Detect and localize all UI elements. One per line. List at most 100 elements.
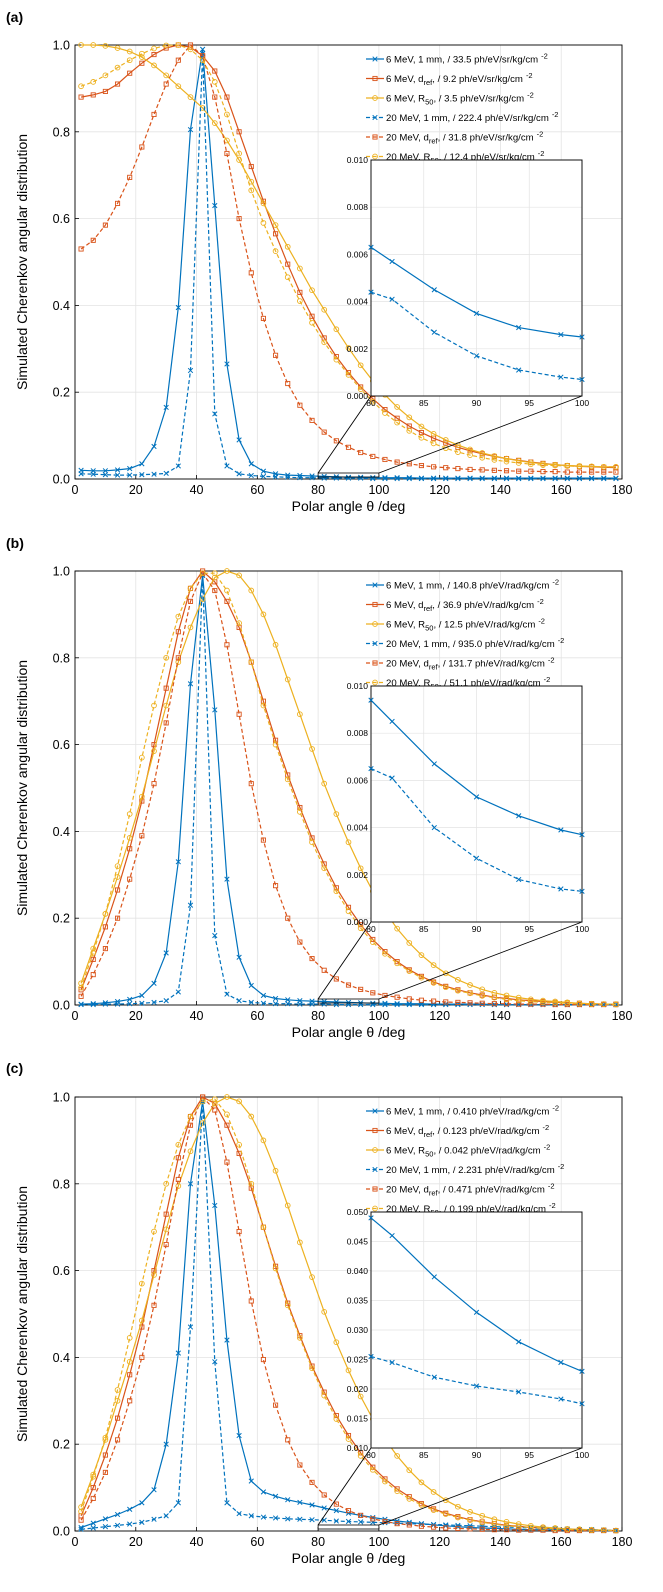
data-point-20mev-r50 xyxy=(613,463,619,470)
data-point-20mev-r50 xyxy=(467,990,473,997)
data-point-6mev-r50 xyxy=(333,1339,340,1346)
data-point-20mev-r50 xyxy=(151,45,157,52)
data-point-20mev-dref xyxy=(224,1159,230,1165)
x-tick-label: 180 xyxy=(612,483,633,497)
data-point-6mev-dref xyxy=(406,1494,412,1500)
panel-label: (c) xyxy=(6,1060,23,1076)
legend-marker-6mev-1mm xyxy=(372,582,378,588)
data-point-6mev-r50 xyxy=(139,1317,145,1324)
legend-text: 20 MeV, R xyxy=(386,678,431,689)
legend-superscript: -2 xyxy=(541,52,548,61)
zoom-region-box xyxy=(317,998,380,1004)
data-point-6mev-1mm xyxy=(127,465,133,472)
data-point-6mev-dref xyxy=(285,1300,291,1306)
y-tick-label: 0.8 xyxy=(53,1177,70,1191)
data-point-20mev-r50 xyxy=(527,998,534,1005)
data-point-20mev-1mm xyxy=(321,475,327,481)
x-tick-label: 40 xyxy=(190,483,204,497)
data-point-20mev-dref xyxy=(333,1501,339,1507)
data-point-20mev-dref xyxy=(151,781,157,787)
data-point-20mev-1mm xyxy=(175,463,181,469)
inset-y-tick-label: 0.010 xyxy=(347,155,369,165)
data-point-20mev-dref xyxy=(114,1437,121,1443)
data-point-20mev-dref xyxy=(175,1176,181,1183)
inset-y-tick-label: 0.006 xyxy=(347,775,369,785)
data-point-20mev-1mm xyxy=(333,475,339,481)
zoom-connector-line xyxy=(378,1447,583,1526)
data-point-20mev-r50 xyxy=(455,987,461,994)
data-point-20mev-dref xyxy=(431,998,437,1004)
inset-x-tick-label: 90 xyxy=(472,398,482,408)
inset-data-point xyxy=(558,1359,564,1366)
data-point-20mev-r50 xyxy=(272,248,279,255)
data-point-20mev-1mm xyxy=(175,1500,181,1506)
x-tick-label: 160 xyxy=(551,1009,572,1023)
data-point-6mev-dref xyxy=(175,629,181,635)
data-point-6mev-r50 xyxy=(394,404,400,410)
data-point-6mev-dref xyxy=(127,846,133,852)
data-point-6mev-1mm xyxy=(285,472,291,478)
data-point-6mev-dref xyxy=(212,68,218,74)
y-tick-label: 1.0 xyxy=(53,565,70,579)
data-point-20mev-dref xyxy=(455,999,461,1005)
data-point-20mev-r50 xyxy=(418,1502,425,1508)
legend-text: , / 0.471 ph/eV/rad/kg/cm xyxy=(438,1185,545,1196)
legend-text: 20 MeV, 1 mm, / 935.0 ph/eV/rad/kg/cm xyxy=(386,639,555,650)
series-line-20mev-dref xyxy=(80,571,616,1006)
legend-text: 20 MeV, d xyxy=(386,1185,429,1196)
data-point-6mev-1mm xyxy=(406,475,412,481)
data-point-6mev-dref xyxy=(139,60,145,66)
data-point-20mev-r50 xyxy=(515,997,522,1004)
data-point-20mev-r50 xyxy=(78,1508,84,1515)
inset-data-point xyxy=(473,353,480,359)
data-point-20mev-dref xyxy=(163,720,169,726)
data-point-6mev-dref xyxy=(224,598,230,604)
data-point-6mev-r50 xyxy=(479,1512,486,1519)
data-point-6mev-r50 xyxy=(199,596,206,603)
data-point-6mev-dref xyxy=(370,396,376,402)
data-point-20mev-dref xyxy=(224,642,230,648)
data-point-20mev-dref xyxy=(552,469,558,475)
data-point-6mev-1mm xyxy=(114,467,121,473)
inset-data-point xyxy=(558,827,564,833)
inset-data-point xyxy=(473,855,480,861)
data-point-6mev-r50 xyxy=(418,423,425,430)
data-point-20mev-dref xyxy=(382,456,388,463)
x-tick-label: 160 xyxy=(551,1535,572,1549)
panel-label: (a) xyxy=(6,9,23,25)
data-point-20mev-1mm xyxy=(601,475,607,482)
data-point-20mev-dref xyxy=(163,1242,169,1248)
data-point-6mev-1mm xyxy=(248,1478,254,1484)
data-point-20mev-dref xyxy=(273,883,279,889)
data-point-20mev-dref xyxy=(443,465,449,471)
series-line-20mev-r50 xyxy=(80,1098,616,1532)
data-point-6mev-1mm xyxy=(297,1499,303,1506)
data-point-20mev-1mm xyxy=(139,472,145,478)
data-point-20mev-r50 xyxy=(114,64,121,71)
legend-subscript: ref xyxy=(429,1189,439,1198)
legend-marker-6mev-r50 xyxy=(372,95,378,101)
data-point-6mev-1mm xyxy=(199,46,206,52)
data-point-6mev-dref xyxy=(114,1415,121,1421)
data-point-20mev-r50 xyxy=(552,462,558,469)
inset-plot: 80 85 90 95 100 0.000 0.002 0.004 0.006 0.008 0.01… xyxy=(317,155,589,478)
zoom-connector-line xyxy=(378,921,583,1000)
legend-superscript: -2 xyxy=(549,1201,556,1210)
data-point-20mev-r50 xyxy=(248,1180,255,1187)
data-point-20mev-1mm xyxy=(212,932,218,939)
data-point-6mev-1mm xyxy=(394,1001,400,1007)
inset-data-point xyxy=(368,1353,374,1360)
inset-data-point xyxy=(516,876,522,883)
data-point-6mev-r50 xyxy=(175,83,182,90)
data-point-20mev-1mm xyxy=(455,475,461,482)
data-point-6mev-r50 xyxy=(224,1094,230,1100)
plot-frame xyxy=(74,44,623,480)
legend-superscript: -2 xyxy=(537,597,544,606)
x-tick-label: 180 xyxy=(612,1535,633,1549)
x-tick-label: 40 xyxy=(190,1009,204,1023)
data-point-20mev-r50 xyxy=(430,980,437,986)
data-point-6mev-r50 xyxy=(297,711,303,718)
data-point-20mev-dref xyxy=(175,57,181,63)
legend-text: , / 51.1 ph/eV/rad/kg/cm xyxy=(439,678,541,689)
y-tick-label: 0.4 xyxy=(53,1351,70,1365)
